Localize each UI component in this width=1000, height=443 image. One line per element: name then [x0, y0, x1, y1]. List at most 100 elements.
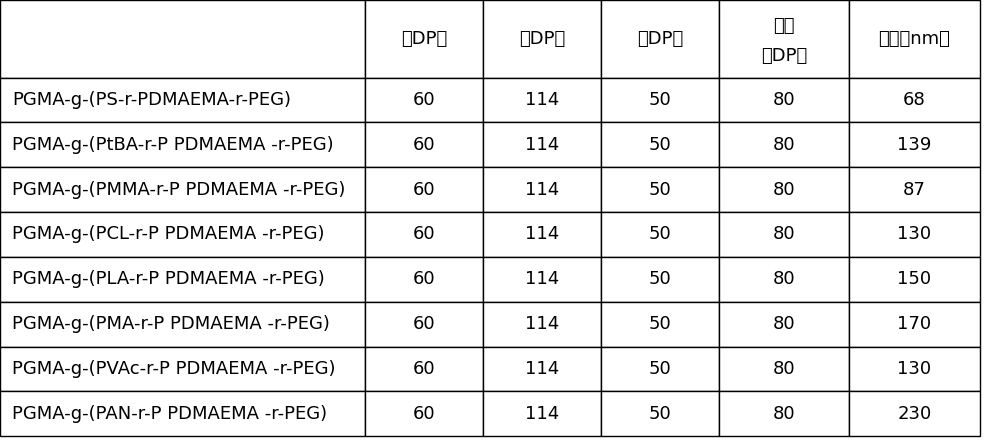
Bar — [849, 167, 980, 212]
Text: 80: 80 — [773, 225, 795, 244]
Bar — [483, 212, 601, 257]
Bar — [601, 0, 719, 78]
Text: 68: 68 — [903, 91, 926, 109]
Bar — [483, 391, 601, 436]
Bar — [719, 0, 849, 78]
Text: （DP）: （DP） — [637, 30, 683, 48]
Bar — [483, 302, 601, 346]
Bar — [601, 391, 719, 436]
Text: 粒径（nm）: 粒径（nm） — [879, 30, 950, 48]
Text: 50: 50 — [649, 405, 671, 423]
Text: 60: 60 — [413, 136, 435, 154]
Text: 60: 60 — [413, 315, 435, 333]
Text: 80: 80 — [773, 360, 795, 378]
Text: 60: 60 — [413, 91, 435, 109]
Bar — [0, 391, 365, 436]
Text: PGMA-g-(PS-r-PDMAEMA-r-PEG): PGMA-g-(PS-r-PDMAEMA-r-PEG) — [12, 91, 291, 109]
Text: PGMA-g-(PtBA-r-P PDMAEMA -r-PEG): PGMA-g-(PtBA-r-P PDMAEMA -r-PEG) — [12, 136, 334, 154]
Text: （DP）: （DP） — [519, 30, 565, 48]
Bar — [0, 257, 365, 302]
Text: （DP）: （DP） — [761, 47, 807, 65]
Bar — [0, 122, 365, 167]
Bar — [0, 346, 365, 391]
Text: PGMA-g-(PLA-r-P PDMAEMA -r-PEG): PGMA-g-(PLA-r-P PDMAEMA -r-PEG) — [12, 270, 325, 288]
Bar — [849, 302, 980, 346]
Text: 50: 50 — [649, 270, 671, 288]
Text: PGMA-g-(PVAc-r-P PDMAEMA -r-PEG): PGMA-g-(PVAc-r-P PDMAEMA -r-PEG) — [12, 360, 336, 378]
Text: 87: 87 — [903, 181, 926, 198]
Bar — [483, 257, 601, 302]
Bar — [365, 302, 483, 346]
Bar — [0, 212, 365, 257]
Bar — [483, 167, 601, 212]
Bar — [483, 0, 601, 78]
Bar — [365, 122, 483, 167]
Bar — [849, 212, 980, 257]
Bar — [719, 302, 849, 346]
Text: 114: 114 — [525, 91, 559, 109]
Text: PGMA-g-(PMMA-r-P PDMAEMA -r-PEG): PGMA-g-(PMMA-r-P PDMAEMA -r-PEG) — [12, 181, 345, 198]
Bar — [849, 391, 980, 436]
Text: 114: 114 — [525, 405, 559, 423]
Text: 80: 80 — [773, 270, 795, 288]
Text: 150: 150 — [897, 270, 932, 288]
Bar — [0, 302, 365, 346]
Text: 114: 114 — [525, 225, 559, 244]
Bar — [719, 78, 849, 122]
Text: 60: 60 — [413, 181, 435, 198]
Text: 114: 114 — [525, 360, 559, 378]
Text: 80: 80 — [773, 315, 795, 333]
Text: 130: 130 — [897, 225, 932, 244]
Bar — [601, 346, 719, 391]
Text: 114: 114 — [525, 270, 559, 288]
Text: 230: 230 — [897, 405, 932, 423]
Bar — [719, 167, 849, 212]
Bar — [601, 167, 719, 212]
Bar — [365, 346, 483, 391]
Bar — [0, 167, 365, 212]
Text: 50: 50 — [649, 225, 671, 244]
Bar — [365, 257, 483, 302]
Bar — [849, 0, 980, 78]
Bar — [849, 346, 980, 391]
Text: PGMA-g-(PAN-r-P PDMAEMA -r-PEG): PGMA-g-(PAN-r-P PDMAEMA -r-PEG) — [12, 405, 327, 423]
Bar — [365, 78, 483, 122]
Bar — [849, 122, 980, 167]
Bar — [849, 257, 980, 302]
Text: 80: 80 — [773, 91, 795, 109]
Bar — [601, 212, 719, 257]
Text: 60: 60 — [413, 360, 435, 378]
Text: 130: 130 — [897, 360, 932, 378]
Bar — [719, 212, 849, 257]
Text: 80: 80 — [773, 136, 795, 154]
Bar — [601, 302, 719, 346]
Text: 50: 50 — [649, 360, 671, 378]
Bar — [0, 0, 365, 78]
Bar — [719, 391, 849, 436]
Text: 80: 80 — [773, 181, 795, 198]
Bar — [849, 78, 980, 122]
Bar — [483, 346, 601, 391]
Text: PGMA-g-(PCL-r-P PDMAEMA -r-PEG): PGMA-g-(PCL-r-P PDMAEMA -r-PEG) — [12, 225, 324, 244]
Text: 139: 139 — [897, 136, 932, 154]
Text: 114: 114 — [525, 181, 559, 198]
Text: 50: 50 — [649, 136, 671, 154]
Bar — [0, 78, 365, 122]
Text: 170: 170 — [897, 315, 932, 333]
Bar — [483, 122, 601, 167]
Bar — [365, 167, 483, 212]
Bar — [365, 212, 483, 257]
Text: 50: 50 — [649, 91, 671, 109]
Bar — [601, 78, 719, 122]
Text: PGMA-g-(PMA-r-P PDMAEMA -r-PEG): PGMA-g-(PMA-r-P PDMAEMA -r-PEG) — [12, 315, 330, 333]
Text: 50: 50 — [649, 181, 671, 198]
Text: 60: 60 — [413, 225, 435, 244]
Bar — [483, 78, 601, 122]
Bar — [719, 346, 849, 391]
Text: 60: 60 — [413, 270, 435, 288]
Bar — [601, 122, 719, 167]
Text: 114: 114 — [525, 315, 559, 333]
Text: 114: 114 — [525, 136, 559, 154]
Bar — [719, 257, 849, 302]
Bar — [719, 122, 849, 167]
